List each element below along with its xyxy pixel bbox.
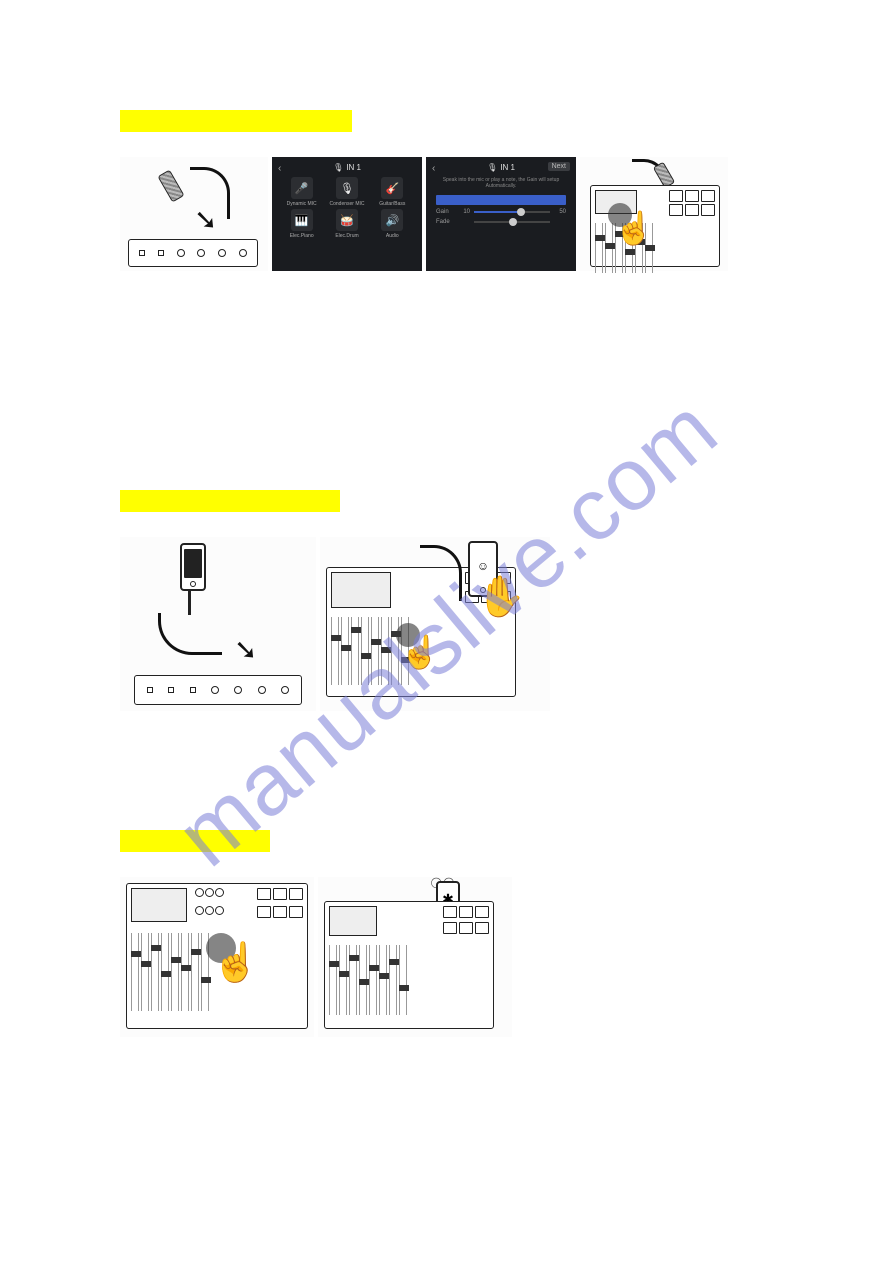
gain-slider[interactable]: Gain 10 50 bbox=[436, 209, 566, 215]
section-2: ➘ bbox=[120, 490, 550, 711]
condenser-mic-icon[interactable]: 🎙 bbox=[336, 177, 358, 199]
drum-icon[interactable]: 🥁 bbox=[336, 209, 358, 231]
hand-icon: ✋ bbox=[476, 573, 526, 620]
screen1-title: IN 1 bbox=[346, 163, 361, 172]
dynamic-mic-icon[interactable]: 🎤 bbox=[291, 177, 313, 199]
level-meter bbox=[436, 195, 566, 205]
illust-phone-to-rack: ➘ bbox=[120, 537, 316, 711]
highlight-1 bbox=[120, 110, 352, 132]
illust-mixer-tap-bt: ☝ bbox=[120, 877, 314, 1037]
illust-mixer-bluetooth: ⚆⚆ ✱ bbox=[318, 877, 512, 1037]
illust-mixer-phone-tap: ☺ ✋ ☝ bbox=[320, 537, 550, 711]
screen2-title: IN 1 bbox=[500, 163, 515, 172]
illust-mic-to-rack: ➘ bbox=[120, 157, 268, 271]
piano-icon[interactable]: 🎹 bbox=[291, 209, 313, 231]
hint-text: Speak into the mic or play a note, the G… bbox=[426, 175, 576, 191]
next-button[interactable]: Next bbox=[548, 162, 570, 171]
hand-icon: ☝ bbox=[614, 209, 654, 247]
mic-icon: 🎙 bbox=[333, 163, 343, 172]
hand-icon: ☝ bbox=[400, 633, 440, 671]
audio-icon[interactable]: 🔊 bbox=[381, 209, 403, 231]
screen-input-select: ‹ 🎙IN 1 🎤Dynamic MIC 🎙Condenser MIC 🎸Gui… bbox=[272, 157, 422, 271]
highlight-3 bbox=[120, 830, 270, 852]
guitar-icon[interactable]: 🎸 bbox=[381, 177, 403, 199]
section-1: ➘ ‹ 🎙IN 1 🎤Dynamic MIC 🎙Condenser MIC 🎸G… bbox=[120, 110, 728, 271]
mic-icon: 🎙 bbox=[487, 163, 497, 172]
fade-slider[interactable]: Fade bbox=[436, 219, 566, 225]
hand-icon: ☝ bbox=[212, 941, 259, 985]
back-chevron-icon[interactable]: ‹ bbox=[432, 163, 435, 174]
back-chevron-icon[interactable]: ‹ bbox=[278, 163, 281, 174]
highlight-2 bbox=[120, 490, 340, 512]
section-3: ☝ ⚆⚆ ✱ bbox=[120, 830, 512, 1037]
screen-gain-setup: ‹ 🎙IN 1 Next Speak into the mic or play … bbox=[426, 157, 576, 271]
illust-mixer-touch: ☝ bbox=[580, 157, 728, 271]
